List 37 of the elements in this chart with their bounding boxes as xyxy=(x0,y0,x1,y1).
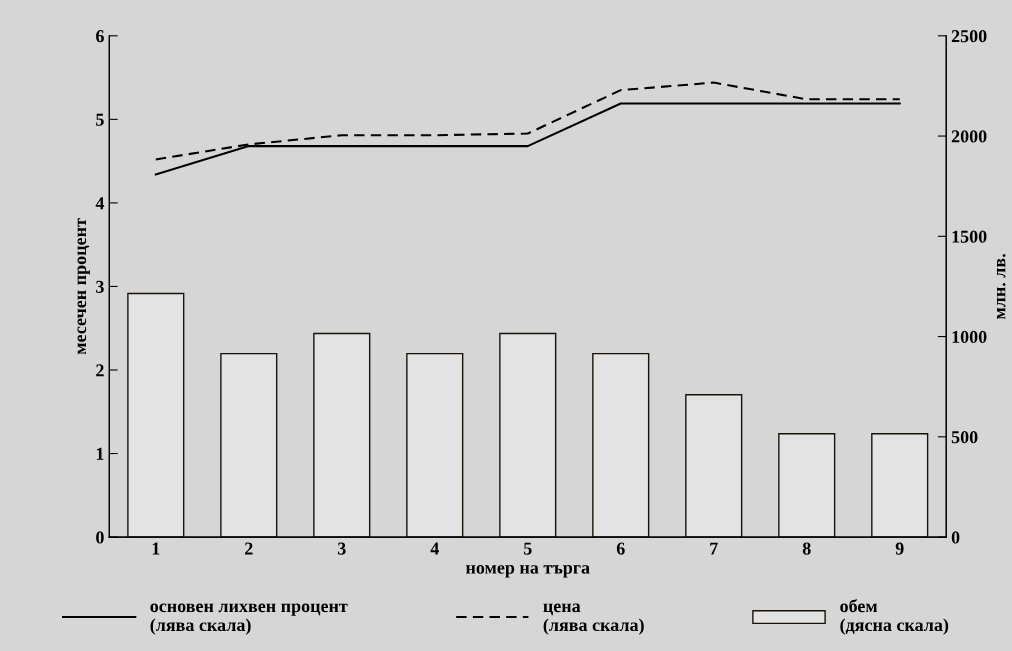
bar xyxy=(313,332,371,538)
y2-tick-label: 2500 xyxy=(951,30,987,43)
legend-label: основен лихвен процент (лява скала) xyxy=(150,603,348,635)
y2-tick-label: 0 xyxy=(951,531,960,544)
x-axis-title: номер на търга xyxy=(465,565,590,578)
y-tick-label: 3 xyxy=(96,280,104,293)
y2-tick-label: 1000 xyxy=(952,330,987,344)
y2-tick-label: 1500 xyxy=(952,230,987,243)
x-tick-label: 8 xyxy=(802,542,811,555)
bar xyxy=(127,292,185,538)
y-axis-title: месечен процент xyxy=(77,218,90,355)
x-tick-label: 2 xyxy=(245,542,253,555)
bar xyxy=(685,394,743,538)
bar xyxy=(592,352,650,538)
y2-tick-label: 2000 xyxy=(951,130,987,143)
y-tick-label: 6 xyxy=(96,30,104,43)
x-tick-label: 4 xyxy=(430,542,439,555)
y-tick-label: 5 xyxy=(96,113,104,126)
legend-label: цена (лява скала) xyxy=(543,603,644,635)
x-tick-label: 3 xyxy=(337,542,346,555)
y2-tick-label: 500 xyxy=(951,431,978,444)
y2-axis-title: млн. лв. xyxy=(996,254,1006,320)
x-tick-label: 5 xyxy=(523,542,532,555)
y-tick-label: 1 xyxy=(96,447,104,460)
bar xyxy=(871,433,929,538)
y-tick-label: 0 xyxy=(96,531,104,544)
x-tick-label: 9 xyxy=(895,542,904,555)
bar xyxy=(499,332,557,538)
bar xyxy=(778,433,836,538)
y-tick-label: 2 xyxy=(96,364,104,377)
x-tick-label: 6 xyxy=(616,542,625,555)
y-tick-label: 4 xyxy=(95,197,105,210)
bar xyxy=(406,352,464,538)
x-tick-label: 7 xyxy=(710,542,718,555)
bar xyxy=(220,352,278,538)
x-tick-label: 1 xyxy=(152,542,160,555)
legend-label: обем (дясна скала) xyxy=(840,599,949,635)
